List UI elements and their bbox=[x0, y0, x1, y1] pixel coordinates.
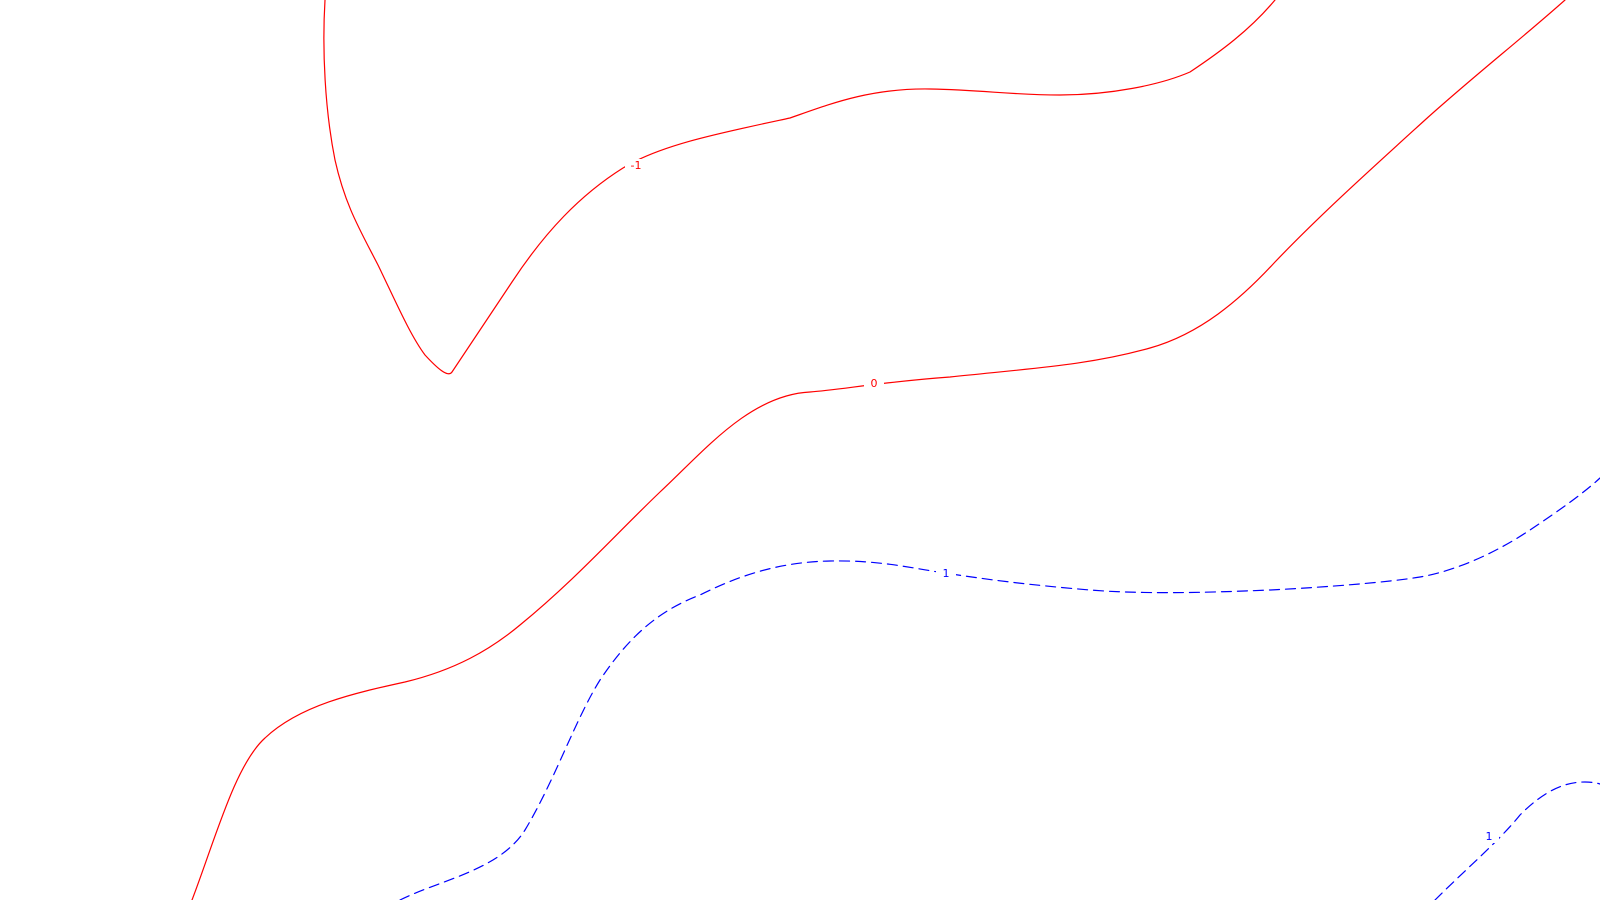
label-mask bbox=[936, 566, 956, 580]
contour-label: -1 bbox=[631, 159, 642, 172]
label-mask bbox=[625, 159, 647, 173]
contour-line-0: 0 bbox=[191, 0, 1566, 900]
contour-line-plus-1-corner: 1 bbox=[1434, 781, 1600, 900]
label-mask bbox=[864, 377, 884, 391]
contour-label: 0 bbox=[871, 377, 878, 390]
contour-label: 1 bbox=[943, 567, 950, 580]
contour-label: 1 bbox=[1486, 830, 1493, 843]
contour-path bbox=[323, 0, 1276, 375]
label-mask bbox=[1479, 829, 1499, 843]
contour-line-minus-1: -1 bbox=[323, 0, 1276, 375]
contour-path bbox=[399, 477, 1600, 900]
contour-line-plus-1: 1 bbox=[399, 477, 1600, 900]
contour-path bbox=[1434, 781, 1600, 900]
contour-path bbox=[191, 0, 1566, 900]
